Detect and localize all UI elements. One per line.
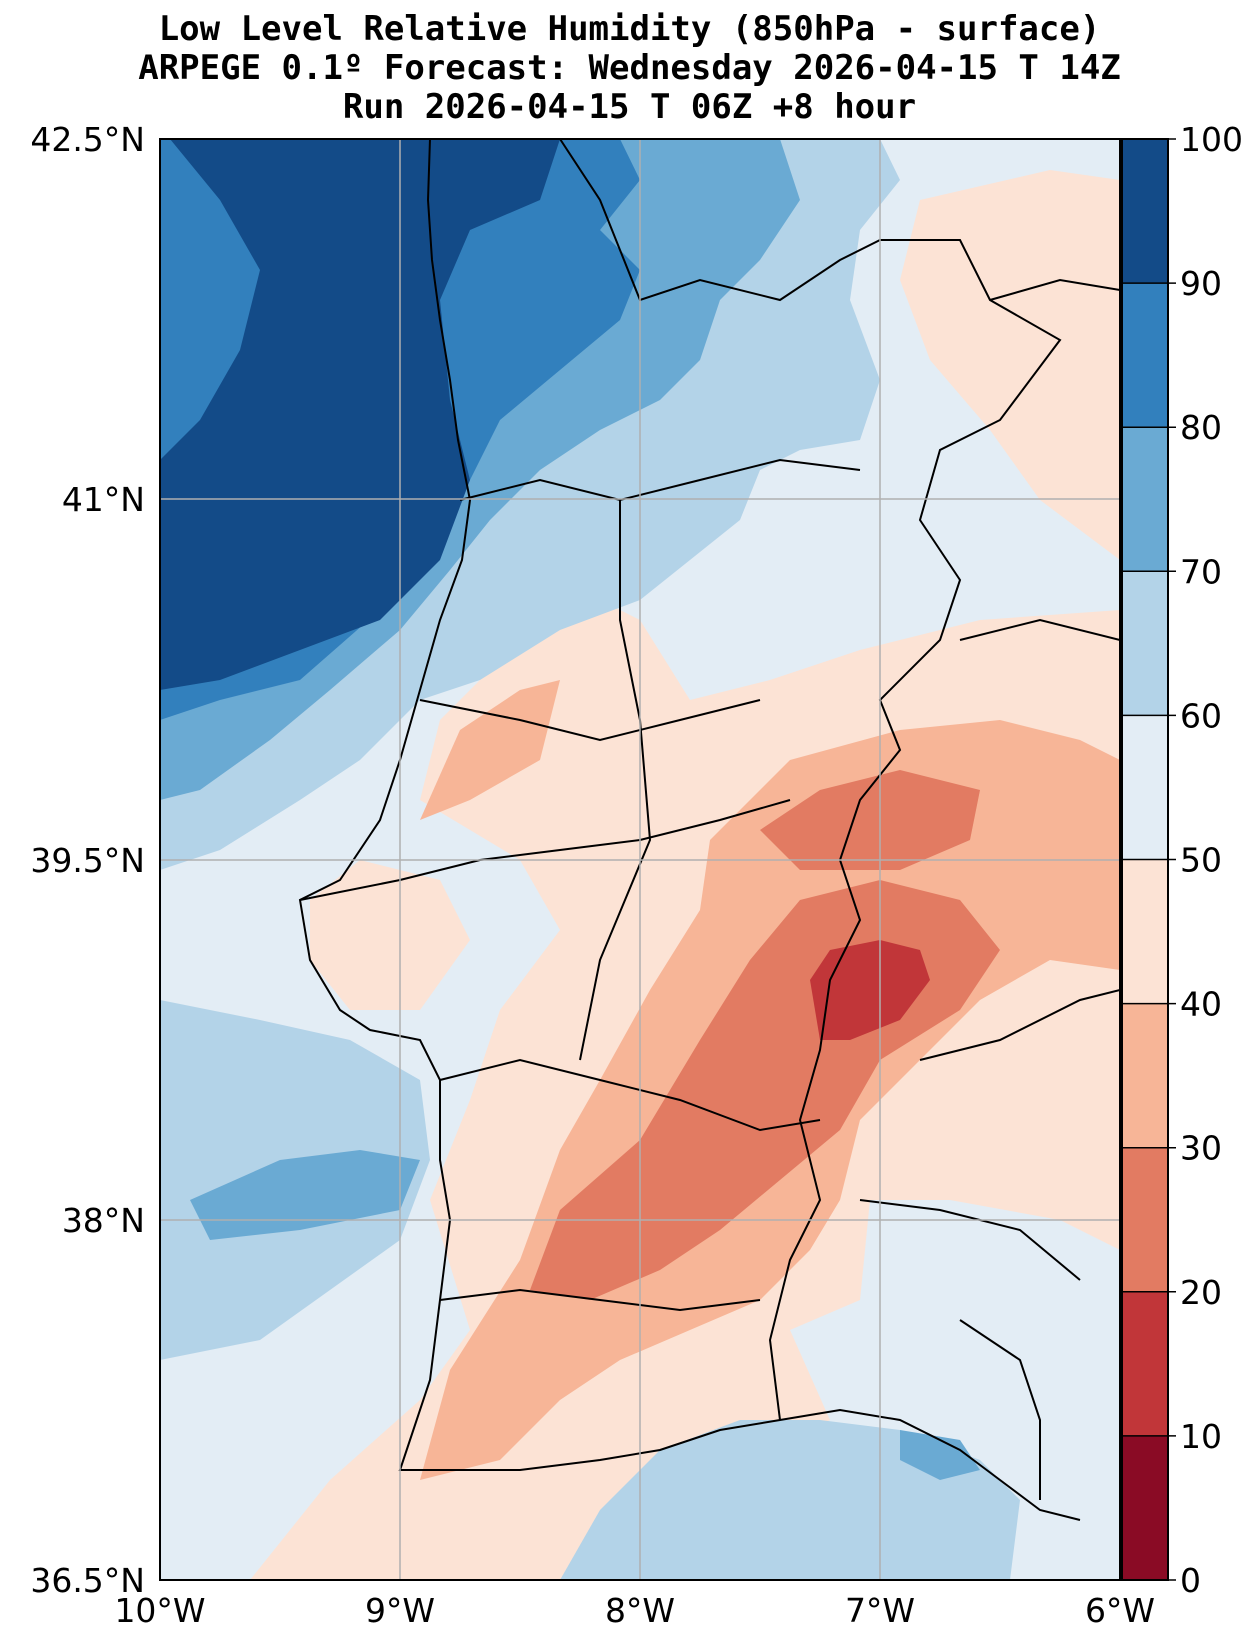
rh-band-70-80-atlantic (190, 1150, 420, 1240)
rh-band-40-50-ne (900, 170, 1120, 560)
lon-tick-label: 10°W (114, 1591, 205, 1630)
colorbar-tick-label: 60 (1180, 696, 1222, 735)
colorbar-segment (1122, 571, 1168, 716)
colorbar-tick-label: 50 (1180, 841, 1222, 880)
rh-band-20-30-ne (760, 770, 980, 870)
lon-tick-label: 7°W (845, 1591, 915, 1630)
border-district-1 (459, 458, 861, 502)
gridlines (160, 139, 1120, 1580)
rh-band-30-40-north (420, 680, 560, 820)
map-plot (160, 139, 1120, 1580)
colorbar-tick-label: 100 (1180, 120, 1243, 159)
border-spain-east-2 (959, 618, 1120, 641)
title-line-2: ARPEGE 0.1º Forecast: Wednesday 2026-04-… (138, 48, 1121, 88)
colorbar-tick-label: 0 (1180, 1561, 1201, 1600)
colorbar-tick-label: 90 (1180, 264, 1222, 303)
rh-band-10-20 (810, 940, 930, 1040)
lat-tick-label: 42.5°N (30, 120, 145, 159)
lat-tick-label: 36.5°N (30, 1561, 145, 1600)
colorbar-segment (1122, 859, 1168, 1004)
lon-axis: 10°W 9°W 8°W 7°W 6°W (114, 1591, 1155, 1630)
colorbar-tick-label: 80 (1180, 408, 1222, 447)
rh-band-70-80-coast (900, 1430, 980, 1480)
colorbar-segment (1122, 1291, 1168, 1436)
colorbar-segment (1122, 1003, 1168, 1148)
colorbar-segment (1122, 283, 1168, 428)
map-title: Low Level Relative Humidity (850hPa - su… (0, 10, 1259, 127)
lon-tick-label: 9°W (365, 1591, 435, 1630)
colorbar-tick-label: 10 (1180, 1417, 1222, 1456)
colorbar-segment (1122, 1147, 1168, 1292)
rh-band-40-50-west (310, 860, 470, 1010)
lat-tick-label: 38°N (62, 1201, 145, 1240)
colorbar-segment (1122, 715, 1168, 860)
lat-tick-label: 39.5°N (30, 841, 145, 880)
lat-axis: 42.5°N 41°N 39.5°N 38°N 36.5°N (30, 120, 145, 1600)
coastline (298, 139, 1081, 1521)
border-spain-south (959, 1319, 1041, 1500)
border-district-6 (579, 500, 652, 1061)
colorbar-tick-label: 70 (1180, 552, 1222, 591)
colorbar-tick-label: 30 (1180, 1129, 1222, 1168)
colorbar-segment (1122, 139, 1168, 284)
colorbar-tick-label: 40 (1180, 985, 1222, 1024)
map-frame (159, 138, 1121, 1581)
rh-band-90-100 (160, 139, 560, 690)
colorbar-segment (1122, 1435, 1168, 1580)
border-district-2 (419, 699, 761, 742)
colorbar: 0 10 20 30 40 50 60 70 80 90 100 (1121, 120, 1243, 1600)
border-portugal-spain (559, 139, 1062, 1421)
title-line-1: Low Level Relative Humidity (850hPa - su… (158, 9, 1101, 49)
border-spain-east (989, 278, 1120, 301)
title-line-3: Run 2026-04-15 T 06Z +8 hour (342, 87, 917, 127)
border-spain-east-3 (919, 989, 1120, 1061)
border-district-5 (439, 1288, 761, 1312)
colorbar-tick-label: 20 (1180, 1273, 1222, 1312)
lon-tick-label: 6°W (1085, 1591, 1155, 1630)
lon-tick-label: 8°W (605, 1591, 675, 1630)
lat-tick-label: 41°N (62, 480, 145, 519)
colorbar-segment (1122, 427, 1168, 572)
